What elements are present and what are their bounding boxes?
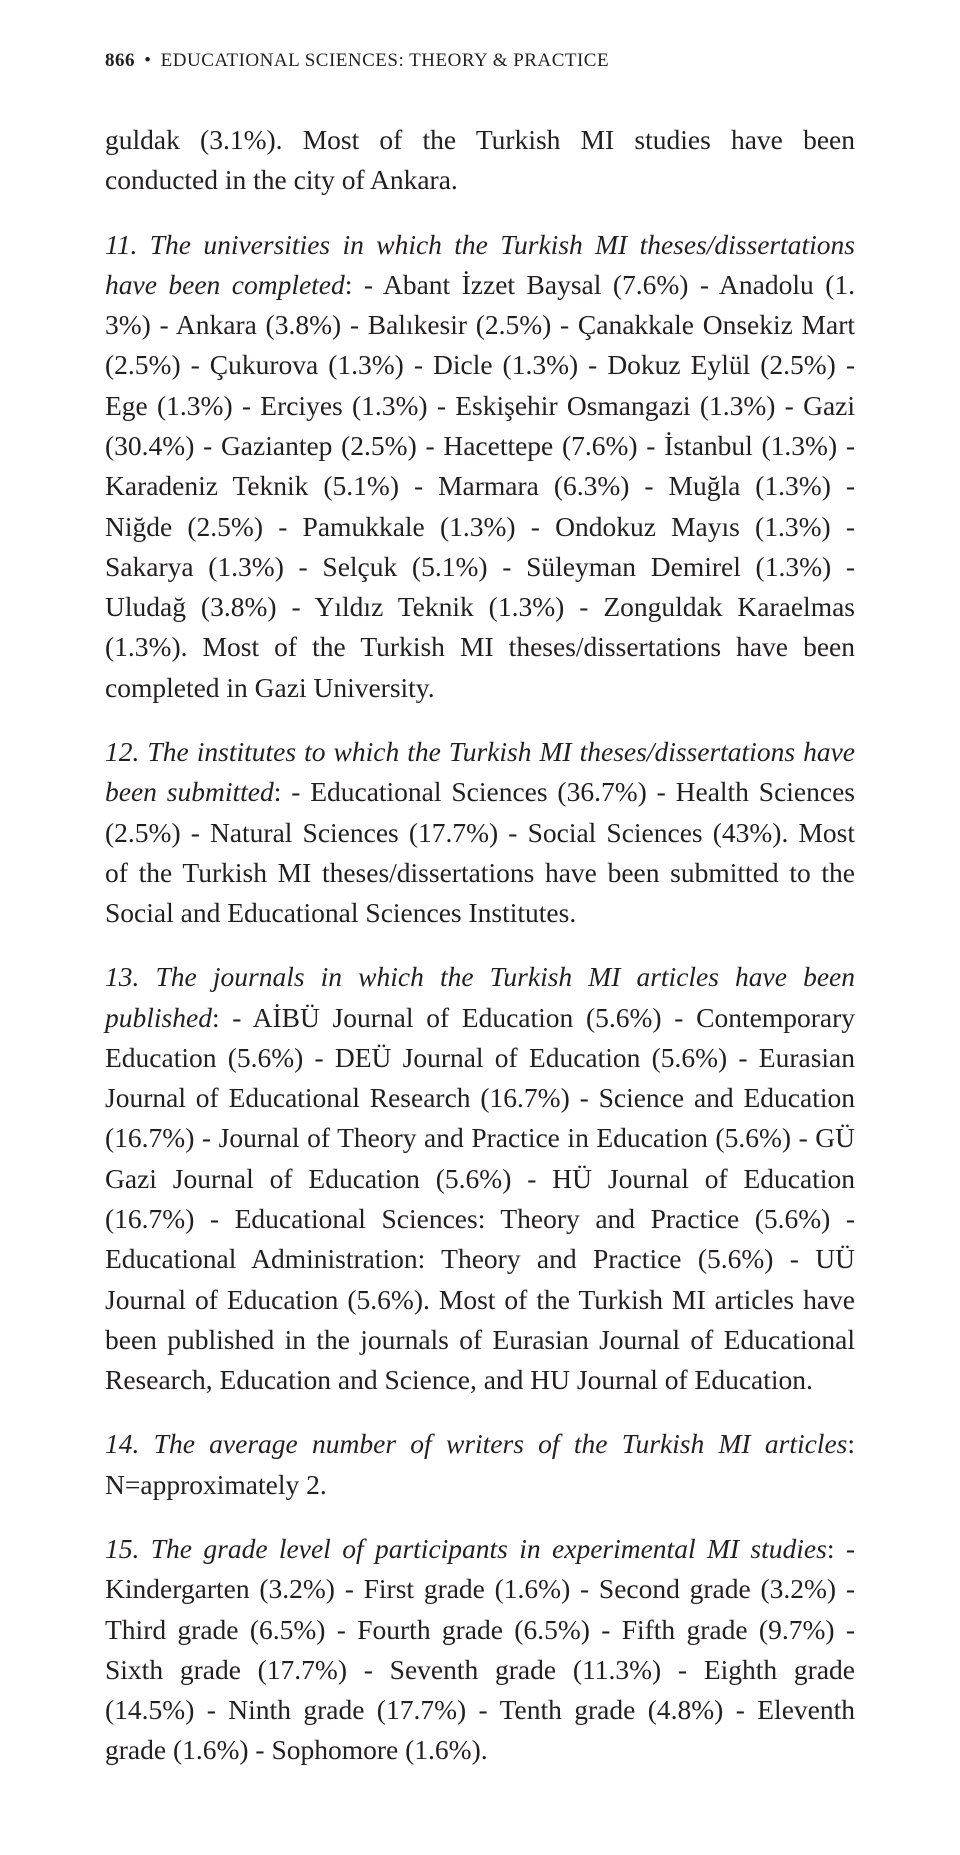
running-header: 866 • EDUCATIONAL SCIENCES: THEORY & PRA… [105, 50, 855, 72]
paragraph-continuation: guldak (3.1%). Most of the Turkish MI st… [105, 120, 855, 201]
body-text: : - Kindergarten (3.2%) - First grade (1… [105, 1533, 855, 1765]
body-text: guldak (3.1%). Most of the Turkish MI st… [105, 124, 855, 195]
page-number: 866 [105, 50, 135, 71]
body-text: : - Abant İzzet Baysal (7.6%) - Anadolu … [105, 269, 855, 703]
item-lead: 14. The average number of writers of the… [105, 1428, 847, 1459]
body-text: : - AİBÜ Journal of Education (5.6%) - C… [105, 1002, 855, 1396]
paragraph-12: 12. The institutes to which the Turkish … [105, 732, 855, 933]
header-separator: • [140, 50, 155, 71]
paragraph-13: 13. The journals in which the Turkish MI… [105, 957, 855, 1400]
item-lead: 15. The grade level of participants in e… [105, 1533, 827, 1564]
paragraph-15: 15. The grade level of participants in e… [105, 1529, 855, 1771]
paragraph-14: 14. The average number of writers of the… [105, 1424, 855, 1505]
document-page: 866 • EDUCATIONAL SCIENCES: THEORY & PRA… [0, 0, 960, 1855]
paragraph-11: 11. The universities in which the Turkis… [105, 225, 855, 708]
journal-title: EDUCATIONAL SCIENCES: THEORY & PRACTICE [161, 50, 609, 71]
